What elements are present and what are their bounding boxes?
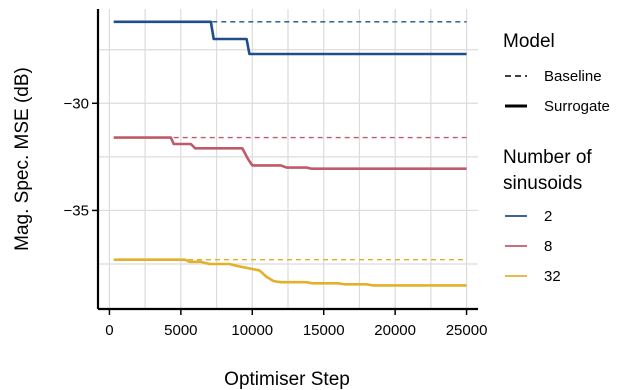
legend: Model Baseline Surrogate Number of sinus…: [503, 31, 610, 285]
x-tick-label: 10000: [231, 322, 273, 339]
y-tick-label: −30: [64, 95, 89, 112]
x-tick-label: 0: [105, 322, 113, 339]
legend-label-8: 8: [544, 238, 552, 255]
series-layer: [113, 20, 467, 287]
y-axis-title: Mag. Spec. MSE (dB): [12, 67, 33, 251]
series-line-8-surrogate: [113, 136, 467, 170]
x-tick-label: 5000: [164, 322, 197, 339]
legend-label-surrogate: Surrogate: [544, 98, 610, 115]
x-axis-title: Optimiser Step: [224, 369, 350, 390]
series-line-2-surrogate: [113, 20, 467, 56]
y-tick-label: −35: [64, 202, 89, 219]
grid-layer: [98, 9, 478, 309]
axes-layer: 0 5000 10000 15000 20000 25000 −30 −35: [64, 9, 488, 339]
legend-title-sinusoids-line2: sinusoids: [503, 173, 582, 194]
legend-label-32: 32: [544, 268, 561, 285]
x-tick-label: 20000: [374, 322, 416, 339]
legend-label-baseline: Baseline: [544, 68, 602, 85]
legend-title-model: Model: [503, 31, 555, 52]
x-tick-label: 25000: [446, 322, 488, 339]
series-line-32-surrogate: [113, 258, 467, 287]
x-tick-label: 15000: [303, 322, 345, 339]
legend-title-sinusoids-line1: Number of: [503, 147, 592, 168]
legend-label-2: 2: [544, 208, 552, 225]
